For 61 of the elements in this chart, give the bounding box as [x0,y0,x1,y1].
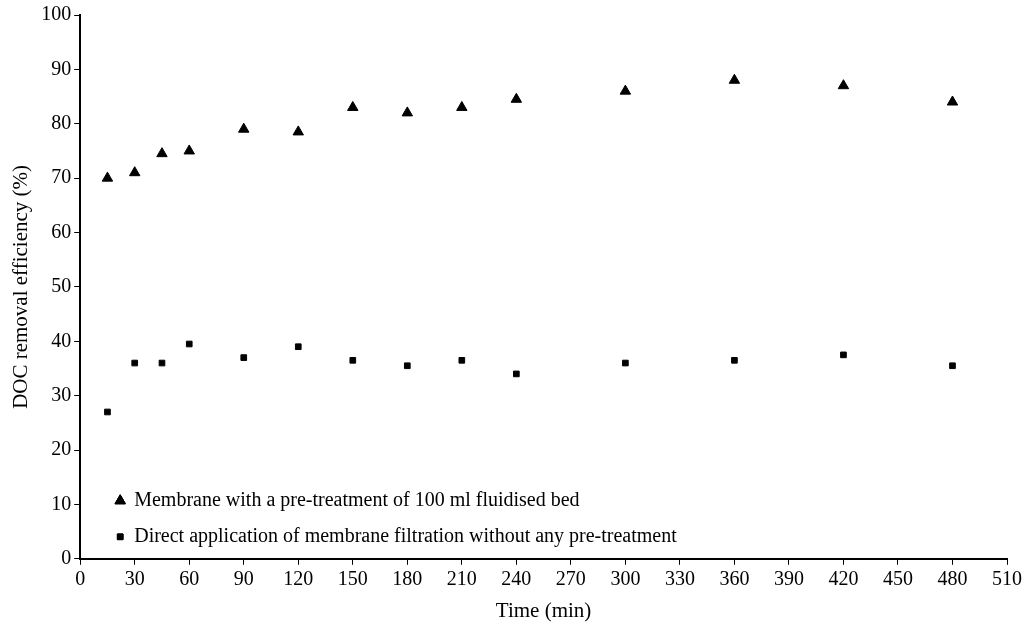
x-tick-label: 180 [392,567,423,590]
point [840,351,847,359]
y-tick-label: 80 [51,111,72,134]
y-tick-label: 100 [41,2,72,25]
point [347,100,359,111]
x-tick-label: 420 [828,567,859,590]
y-tick-label: 30 [51,382,72,405]
point [349,356,357,364]
x-tick-label: 390 [773,567,804,590]
point [183,144,195,155]
point [513,370,520,378]
x-tick-label: 300 [610,567,641,590]
point [619,84,632,95]
x-tick-label: 0 [75,567,86,590]
point [294,343,302,351]
y-tick-label: 40 [51,328,72,351]
point [403,362,411,370]
y-tick-label: 0 [61,546,72,569]
point [104,408,111,416]
point [949,362,956,370]
point [185,340,193,348]
point [238,122,250,133]
y-axis-title: DOC removal efficiency (%) [8,164,33,409]
x-axis-title: Time (min) [495,597,592,622]
point [837,79,850,90]
x-tick-label: 120 [283,567,314,590]
x-tick-label: 360 [719,567,750,590]
point [131,359,139,367]
x-tick-label: 210 [446,567,477,590]
x-tick-label: 450 [882,567,913,590]
x-tick-label: 240 [501,567,532,590]
y-tick-label: 10 [51,491,72,514]
x-tick-label: 60 [179,567,200,590]
x-tick-label: 330 [664,567,695,590]
point [622,359,629,367]
point [156,147,168,158]
point [292,125,304,136]
point [946,95,959,106]
point [456,100,468,111]
point [728,73,741,84]
y-tick-label: 70 [51,165,72,188]
x-tick-label: 30 [124,567,145,590]
y-tick-label: 20 [51,437,72,460]
y-tick-label: 90 [51,56,72,79]
x-tick-label: 150 [337,567,368,590]
point [101,171,114,182]
point [158,359,166,367]
x-tick-label: 510 [992,567,1022,590]
y-tick-label: 60 [51,219,72,242]
x-tick-label: 90 [233,567,254,590]
point [510,92,523,103]
point [731,356,738,364]
legend-label: Direct application of membrane filtration without any pre-treatment [134,524,678,548]
x-tick-label: 270 [555,567,586,590]
legend-label: Membrane with a pre-treatment of 100 ml fluidised bed [134,488,580,512]
x-tick-label: 480 [937,567,968,590]
point [129,166,141,177]
y-tick-label: 50 [51,274,72,297]
point [240,354,248,361]
point [458,356,466,364]
point [401,106,413,117]
